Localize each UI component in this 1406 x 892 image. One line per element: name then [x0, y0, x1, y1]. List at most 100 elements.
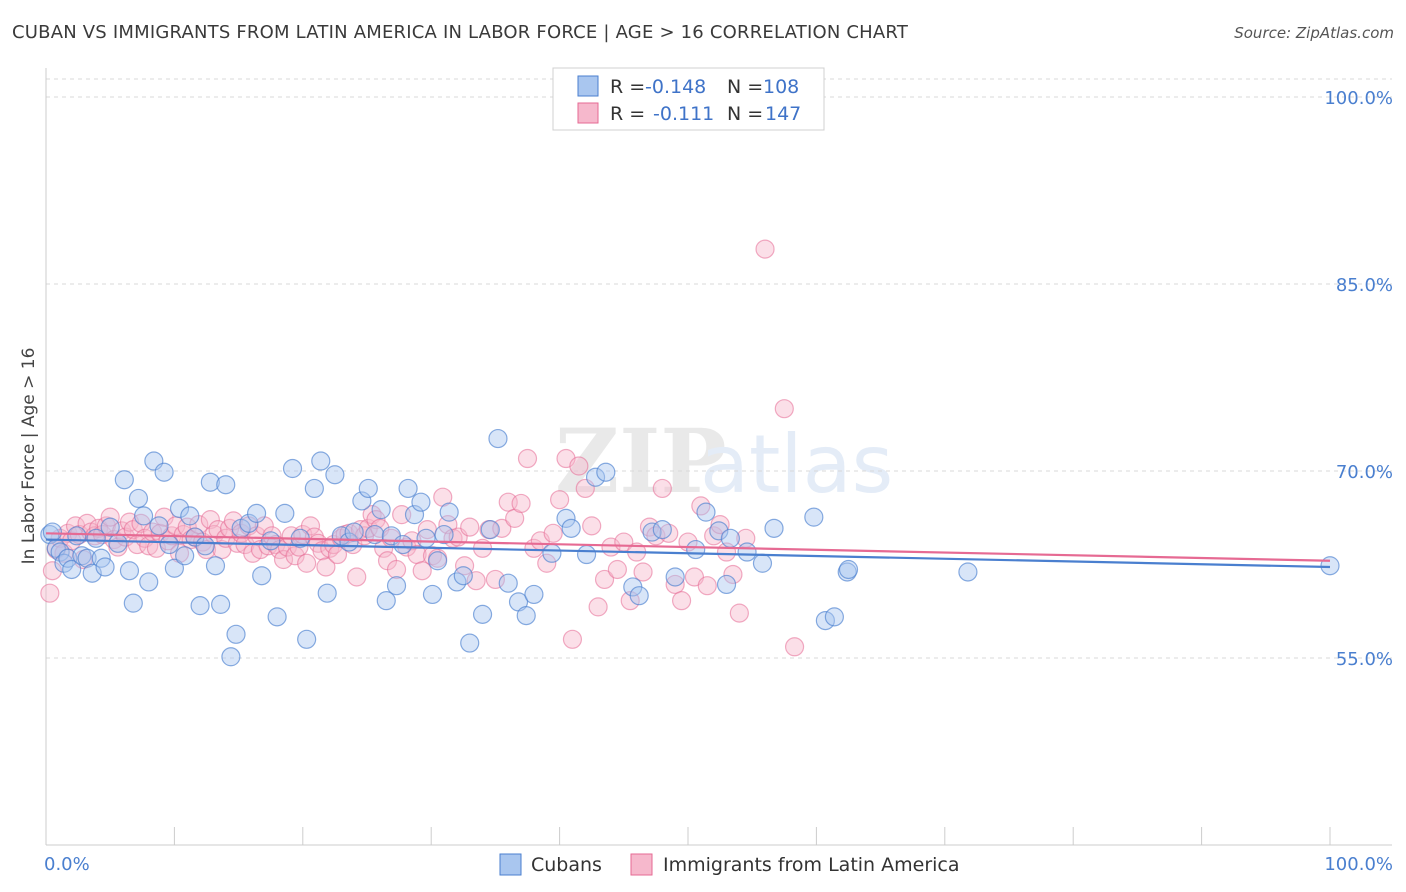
gridlines	[46, 78, 1392, 659]
point-cubans	[737, 542, 757, 562]
point-cubans	[498, 573, 518, 593]
point-cubans	[221, 647, 241, 667]
point-latin-america	[671, 591, 692, 611]
stats-r-value-cubans: -0.148	[645, 76, 706, 98]
point-cubans	[175, 546, 195, 566]
trend-line-cubans	[45, 538, 1331, 569]
point-latin-america	[258, 536, 278, 556]
point-cubans	[190, 596, 210, 616]
point-latin-america	[723, 564, 743, 585]
point-cubans	[720, 528, 740, 548]
point-latin-america	[412, 561, 432, 581]
point-cubans	[480, 519, 500, 540]
legend-label-cubans: Cubans	[531, 854, 602, 876]
point-cubans	[453, 566, 473, 586]
series-legend: Cubans Immigrants from Latin America	[499, 853, 960, 876]
point-cubans	[422, 584, 443, 605]
point-cubans	[128, 488, 149, 509]
point-cubans	[460, 633, 480, 653]
point-cubans	[246, 503, 267, 523]
point-cubans	[95, 557, 115, 577]
y-tick-label: 100.0%	[1324, 88, 1393, 109]
y-tick-label: 70.0%	[1336, 462, 1393, 483]
point-cubans	[386, 576, 407, 596]
chart-title: CUBAN VS IMMIGRANTS FROM LATIN AMERICA I…	[12, 22, 909, 43]
point-cubans	[252, 566, 272, 586]
x-tick-labels: 0.0% 100.0%	[44, 854, 1393, 875]
point-cubans	[576, 544, 597, 565]
legend-label-latin-america: Immigrants from Latin America	[663, 854, 960, 876]
point-latin-america	[607, 559, 627, 580]
point-latin-america	[543, 523, 563, 543]
point-cubans	[123, 593, 143, 613]
point-cubans	[516, 606, 536, 626]
point-latin-america	[633, 562, 653, 582]
point-latin-america	[466, 571, 486, 591]
trend-line-latin-america	[45, 532, 1331, 562]
axes	[45, 68, 1392, 846]
point-latin-america	[537, 553, 557, 573]
point-latin-america	[755, 239, 775, 259]
point-cubans	[352, 491, 372, 511]
point-latin-america	[594, 569, 615, 590]
source-label: Source: ZipAtlas.com	[1234, 24, 1394, 42]
point-cubans	[133, 506, 154, 526]
point-cubans	[205, 556, 226, 576]
point-cubans	[371, 500, 391, 520]
point-latin-america	[691, 496, 711, 516]
stats-swatch-latin-america	[577, 102, 599, 124]
stats-r-label-latin-america: R =	[610, 103, 645, 125]
point-cubans	[282, 458, 303, 479]
point-cubans	[62, 559, 82, 580]
point-cubans	[195, 536, 215, 556]
point-latin-america	[460, 517, 480, 537]
y-tick-labels: 55.0% 70.0% 85.0% 100.0%	[1324, 88, 1393, 670]
point-cubans	[261, 531, 281, 551]
point-cubans	[629, 586, 649, 606]
point-cubans	[119, 561, 140, 581]
point-cubans	[488, 428, 508, 449]
point-cubans	[376, 591, 396, 611]
point-latin-america	[316, 557, 336, 577]
point-latin-america	[697, 576, 717, 596]
point-latin-america	[297, 553, 317, 573]
point-cubans	[524, 584, 544, 605]
point-latin-america	[146, 538, 167, 558]
point-cubans	[398, 478, 418, 499]
point-latin-america	[511, 493, 531, 514]
point-cubans	[716, 574, 737, 595]
point-cubans	[596, 462, 616, 482]
point-latin-america	[582, 516, 602, 536]
point-cubans	[542, 543, 562, 563]
point-cubans	[585, 467, 606, 487]
point-cubans	[164, 558, 184, 578]
point-cubans	[200, 472, 220, 492]
point-latin-america	[100, 507, 120, 527]
point-cubans	[434, 524, 454, 545]
stats-n-label-latin-america: N =	[727, 103, 763, 125]
point-cubans	[100, 517, 120, 537]
point-cubans	[77, 548, 97, 568]
svg-text:ZIP: ZIP	[555, 409, 727, 513]
point-latin-america	[569, 456, 589, 476]
point-latin-america	[40, 583, 60, 603]
point-cubans	[325, 465, 345, 485]
point-cubans	[149, 516, 169, 536]
stats-r-value-latin-america: -0.111	[653, 103, 714, 125]
point-cubans	[154, 462, 174, 482]
point-cubans	[50, 542, 70, 562]
point-latin-america	[454, 556, 475, 576]
point-cubans	[358, 478, 378, 499]
point-cubans	[72, 546, 92, 566]
x-tick-label-max: 100.0%	[1324, 854, 1393, 875]
point-cubans	[365, 524, 385, 545]
point-cubans	[297, 629, 317, 649]
point-cubans	[211, 594, 231, 614]
point-cubans	[42, 522, 63, 542]
point-latin-america	[710, 515, 730, 535]
point-cubans	[311, 451, 331, 471]
point-latin-america	[784, 637, 805, 657]
point-cubans	[304, 478, 324, 499]
stats-swatch-cubans	[577, 75, 599, 97]
point-latin-america	[485, 569, 505, 590]
